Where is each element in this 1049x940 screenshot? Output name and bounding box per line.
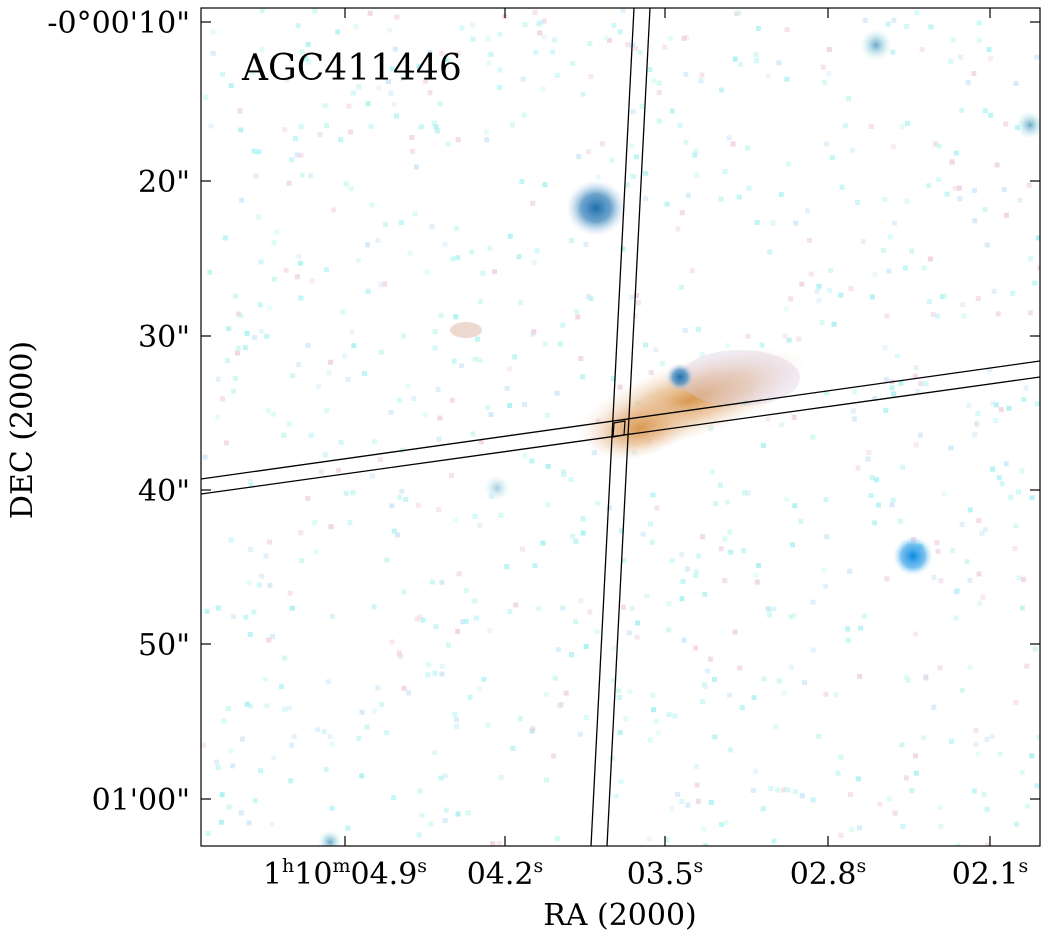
plot-title: AGC411446 (241, 48, 462, 89)
aperture-box (612, 420, 626, 438)
x-tick-label: 1h10m04.9s (263, 855, 427, 892)
star (893, 536, 933, 576)
plot-frame (200, 7, 1041, 847)
x-tick-label: 03.5s (627, 855, 704, 892)
y-tick-label: 30" (138, 320, 190, 355)
slit-vertical (590, 8, 651, 846)
sky-image (201, 8, 1040, 846)
star-blob (666, 363, 694, 391)
y-tick-label: -0°00'10" (47, 6, 190, 41)
x-tick-labels: 1h10m04.9s 04.2s 03.5s 02.8s 02.1s (263, 855, 1028, 892)
y-axis-label: DEC (2000) (5, 341, 40, 519)
x-tick-label: 02.1s (952, 855, 1029, 892)
y-tick-label: 50" (138, 628, 190, 663)
y-tick-label: 20" (138, 165, 190, 200)
x-tick-label: 02.8s (790, 855, 867, 892)
x-axis-label: RA (2000) (543, 898, 697, 933)
y-tick-labels: -0°00'10" 20" 30" 40" 50" 01'00" (47, 6, 190, 818)
y-tick-label: 01'00" (92, 783, 190, 818)
y-tick-label: 40" (138, 474, 190, 509)
bright-galaxy (566, 180, 626, 236)
x-tick-label: 04.2s (467, 855, 544, 892)
